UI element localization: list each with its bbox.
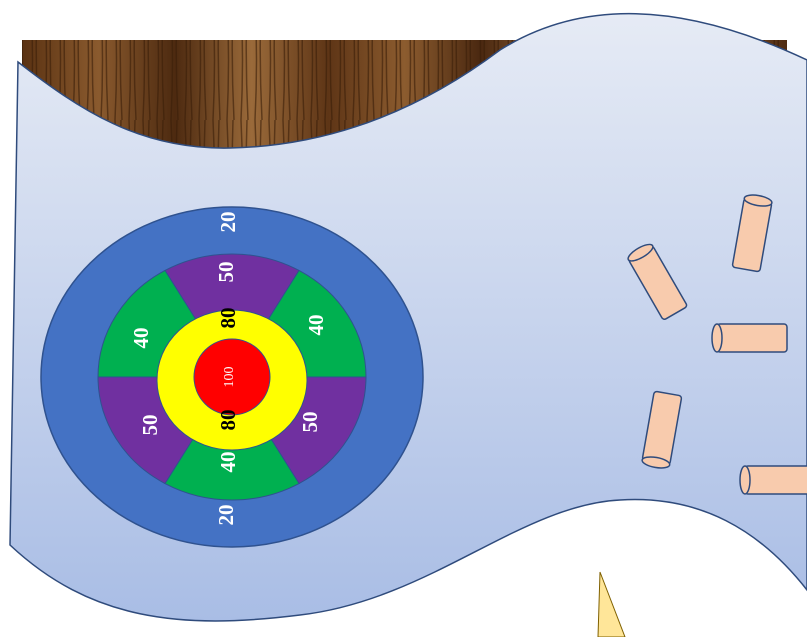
score-label: 50: [214, 262, 238, 283]
score-label: 40: [304, 315, 328, 336]
score-label: 20: [214, 505, 238, 526]
score-label: 80: [216, 308, 240, 329]
score-label: 50: [138, 415, 162, 436]
score-label: 100: [222, 367, 237, 388]
game-scene: 20 20 50 50 50 40 40 40 80 80 100: [0, 0, 807, 637]
score-label: 40: [216, 452, 240, 473]
pointer: [598, 572, 625, 637]
score-label: 20: [216, 212, 240, 233]
score-label: 40: [129, 328, 153, 349]
score-label: 80: [216, 410, 240, 431]
score-label: 50: [298, 412, 322, 433]
